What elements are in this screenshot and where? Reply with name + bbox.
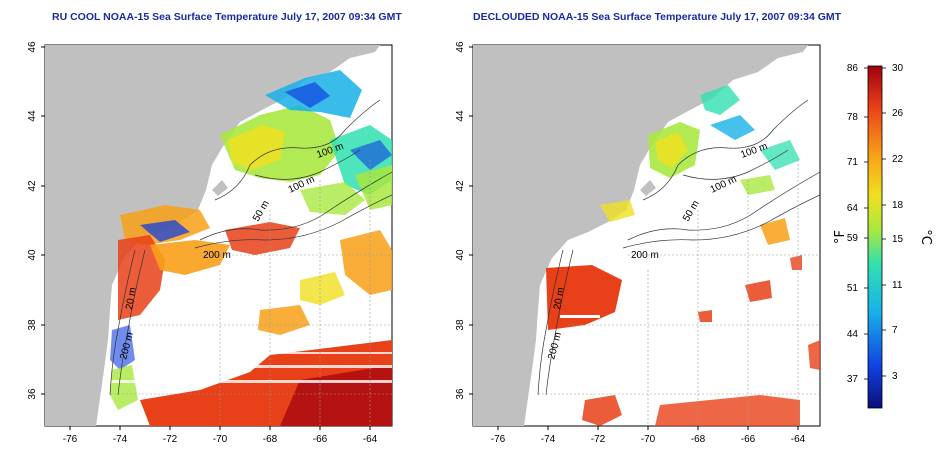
x-tick-label: -76	[63, 434, 78, 445]
sst-patch	[300, 272, 345, 305]
graticule	[538, 160, 820, 426]
sst-patch	[700, 85, 740, 115]
colorbar-c-unit: °C	[918, 229, 933, 245]
y-tick-label: 38	[455, 319, 466, 331]
sst-patch	[745, 280, 772, 302]
colorbar: 86 78 71 64 59 51 44 37 30 26 22 18 15 1…	[833, 63, 933, 409]
x-tick-label: -64	[363, 434, 378, 445]
colorbar-f-unit: °F	[833, 230, 848, 244]
land-mass	[473, 45, 808, 426]
sst-patch	[760, 218, 790, 245]
sst-patch	[355, 165, 392, 210]
sst-patch	[698, 310, 712, 322]
sst-patch	[710, 115, 755, 140]
sst-patch	[350, 140, 392, 170]
y-tick-label: 40	[27, 249, 38, 261]
colorbar-f-tick: 71	[847, 157, 859, 168]
y-tick-label: 44	[455, 110, 466, 122]
sst-patch	[228, 125, 285, 170]
isobath-label: 20 m	[124, 287, 139, 311]
land-mass	[45, 45, 380, 426]
x-axis: -76 -74 -72 -70 -68 -66 -64	[491, 434, 806, 445]
colorbar-f-tick: 51	[847, 283, 859, 294]
sst-patch	[546, 265, 622, 330]
y-tick-label: 46	[27, 41, 38, 53]
sst-patch	[110, 365, 138, 410]
colorbar-f-tick: 59	[847, 233, 859, 244]
colorbar-f-tick: 86	[847, 63, 859, 74]
y-tick-label: 40	[455, 249, 466, 261]
right-panel-title: DECLOUDED NOAA-15 Sea Surface Temperatur…	[473, 11, 842, 23]
x-tick-label: -68	[263, 434, 278, 445]
y-axis: 36 38 40 42 44 46	[27, 41, 38, 400]
colorbar-c-tick: 26	[892, 108, 904, 119]
isobath-label: 20 m	[552, 287, 567, 311]
x-tick-label: -64	[791, 434, 806, 445]
x-tick-label: -72	[591, 434, 606, 445]
x-tick-label: -66	[741, 434, 756, 445]
isobath-label: 200 m	[631, 250, 659, 261]
left-panel-title: RU COOL NOAA-15 Sea Surface Temperature …	[52, 11, 402, 23]
y-tick-label: 42	[27, 180, 38, 192]
sst-patch	[655, 395, 800, 426]
sst-patch	[225, 222, 300, 255]
colorbar-c-tick: 3	[892, 371, 898, 382]
sst-patch	[808, 340, 820, 370]
sst-patch	[300, 182, 365, 215]
right-map: 100 m 100 m 50 m 200 m 20 m 200 m -76 -7…	[455, 41, 821, 445]
y-tick-label: 46	[455, 41, 466, 53]
colorbar-c-tick: 30	[892, 63, 904, 74]
y-tick-label: 36	[27, 388, 38, 400]
y-tick-label: 44	[27, 110, 38, 122]
sst-patch	[600, 200, 635, 222]
sst-patch	[340, 230, 392, 295]
x-axis: -76 -74 -72 -70 -68 -66 -64	[63, 434, 378, 445]
y-tick-label: 42	[455, 180, 466, 192]
sst-patch	[740, 175, 775, 195]
left-map: 100 m 100 m 50 m 200 m 20 m 200 m -76 -7…	[27, 41, 393, 445]
sst-patch	[140, 220, 190, 242]
x-tick-label: -74	[541, 434, 556, 445]
sst-patch	[790, 255, 802, 270]
x-tick-label: -70	[641, 434, 656, 445]
colorbar-c-tick: 7	[892, 325, 898, 336]
x-tick-label: -70	[213, 434, 228, 445]
colorbar-f-tick: 78	[847, 112, 859, 123]
colorbar-f-tick: 44	[847, 329, 859, 340]
sst-patch	[110, 325, 135, 370]
colorbar-c-tick: 22	[892, 154, 904, 165]
y-axis: 36 38 40 42 44 46	[455, 41, 466, 400]
colorbar-c-tick: 11	[892, 280, 903, 291]
isobath-label: 200 m	[203, 250, 231, 261]
graticule	[110, 160, 392, 426]
isobath-lines	[537, 99, 820, 396]
isobath-lines	[109, 99, 392, 396]
x-tick-label: -66	[313, 434, 328, 445]
colorbar-f-tick: 64	[847, 203, 859, 214]
y-tick-label: 36	[455, 388, 466, 400]
x-tick-label: -74	[113, 434, 128, 445]
x-tick-label: -76	[491, 434, 506, 445]
sst-patch	[118, 235, 165, 320]
sst-patch	[285, 82, 330, 108]
colorbar-c-tick: 15	[892, 234, 904, 245]
y-tick-label: 38	[27, 319, 38, 331]
sst-patch	[582, 395, 622, 426]
x-tick-label: -68	[691, 434, 706, 445]
colorbar-c-tick: 18	[892, 200, 904, 211]
colorbar-gradient	[867, 65, 883, 409]
colorbar-f-tick: 37	[847, 374, 859, 385]
sst-patch	[655, 132, 688, 168]
sst-patch	[150, 240, 230, 275]
sst-patch	[258, 305, 310, 335]
x-tick-label: -72	[163, 434, 178, 445]
